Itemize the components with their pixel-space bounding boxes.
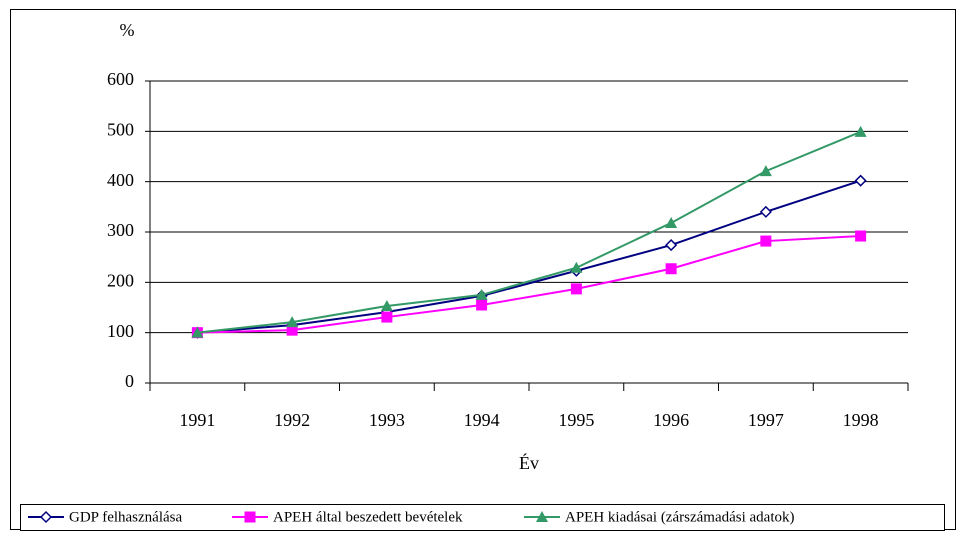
legend-label: GDP felhasználása	[69, 509, 182, 525]
y-tick-label: 500	[107, 119, 134, 139]
x-tick-label: 1996	[653, 410, 689, 430]
marker	[39, 510, 53, 524]
marker	[381, 311, 393, 323]
marker	[191, 326, 204, 338]
y-tick-label: 400	[107, 170, 134, 190]
marker	[855, 230, 867, 242]
marker	[759, 205, 772, 218]
marker	[665, 216, 678, 228]
x-tick-label: 1991	[179, 410, 215, 430]
marker	[380, 299, 393, 311]
marker	[665, 263, 677, 275]
x-tick-label: 1998	[843, 410, 879, 430]
marker	[286, 316, 299, 328]
marker	[536, 511, 548, 522]
x-tick-label: 1997	[748, 410, 784, 430]
y-tick-label: 100	[107, 321, 134, 341]
y-tick-label: 600	[107, 69, 134, 89]
y-tick-label: 300	[107, 220, 134, 240]
x-tick-label: 1994	[464, 410, 500, 430]
x-axis-label: Év	[519, 452, 539, 473]
marker	[760, 235, 772, 247]
legend-label: APEH kiadásai (zárszámadási adatok)	[565, 509, 795, 525]
marker	[854, 125, 867, 137]
marker	[475, 288, 488, 300]
marker	[759, 165, 772, 177]
x-tick-label: 1993	[369, 410, 405, 430]
x-tick-label: 1992	[274, 410, 310, 430]
series-line	[197, 130, 862, 334]
y-tick-label: 200	[107, 270, 134, 290]
y-axis-label: %	[120, 20, 135, 40]
chart-border	[10, 9, 956, 530]
marker	[476, 299, 488, 311]
marker	[854, 174, 867, 187]
marker	[570, 261, 583, 273]
legend-box	[20, 504, 945, 531]
legend-label: APEH által beszedett bevételek	[273, 509, 463, 525]
series-line	[197, 235, 861, 334]
marker	[286, 324, 298, 336]
x-tick-label: 1995	[558, 410, 594, 430]
marker	[244, 511, 256, 523]
series-line	[197, 179, 861, 334]
marker	[570, 283, 582, 295]
y-tick-label: 0	[125, 371, 134, 391]
marker	[665, 239, 678, 252]
